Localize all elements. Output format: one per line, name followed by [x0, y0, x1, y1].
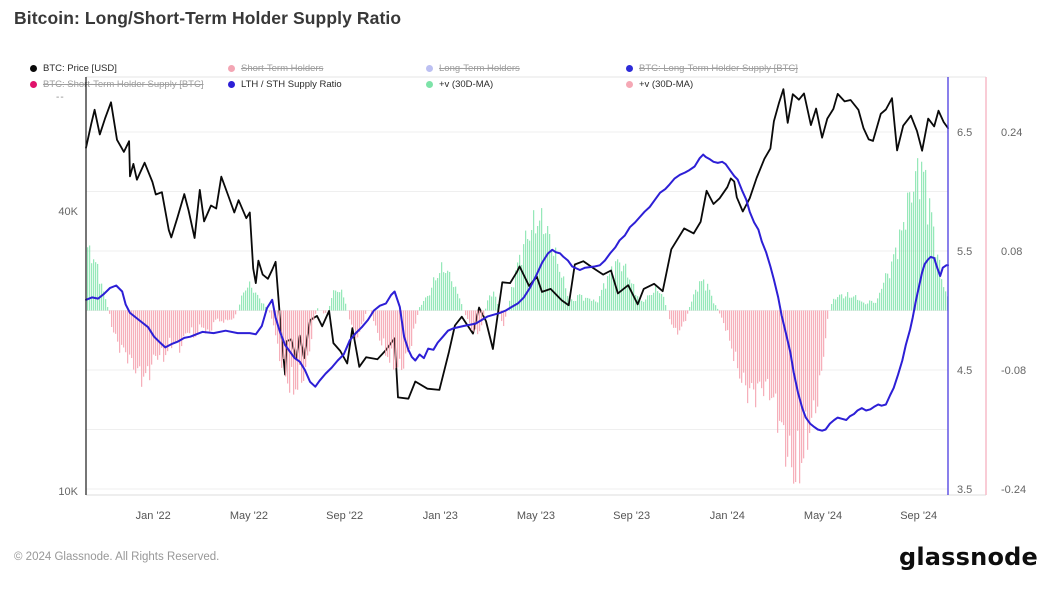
- x-axis-tick: Jan '23: [423, 510, 458, 522]
- ratio-axis-tick: 4.5: [957, 365, 972, 377]
- legend-item-btc-short-term-holder-supply-btc-r1c0[interactable]: BTC: Short-Term Holder Supply [BTC]: [30, 78, 204, 91]
- legend-dot-icon: [228, 65, 235, 72]
- x-axis-tick: Jan '22: [136, 510, 171, 522]
- legend-dot-icon: [30, 81, 37, 88]
- momentum-axis-tick: -0.24: [1001, 484, 1026, 496]
- legend-dot-icon: [228, 81, 235, 88]
- legend-item-v-30d-ma-r1c2[interactable]: +v (30D-MA): [426, 78, 493, 91]
- gridlines: [86, 76, 986, 496]
- x-axis-tick: May '23: [517, 510, 555, 522]
- legend-collapsed-indicator[interactable]: --: [56, 92, 65, 103]
- x-axis-tick: May '22: [230, 510, 268, 522]
- legend-item-btc-price-usd-r0c0[interactable]: BTC: Price [USD]: [30, 62, 117, 75]
- ratio-line: [85, 153, 949, 432]
- glassnode-logo: glassnode: [898, 543, 1038, 571]
- momentum-axis-tick: -0.08: [1001, 365, 1026, 377]
- legend-item-label: +v (30D-MA): [439, 79, 494, 90]
- momentum-axis-tick: 0.24: [1001, 127, 1022, 139]
- legend-item-lth-sth-supply-ratio-r1c1[interactable]: LTH / STH Supply Ratio: [228, 78, 342, 91]
- legend-dot-icon: [426, 81, 433, 88]
- copyright-text: © 2024 Glassnode. All Rights Reserved.: [14, 551, 220, 563]
- legend-item-v-30d-ma-r1c3[interactable]: +v (30D-MA): [626, 78, 693, 91]
- momentum-positive-area: [87, 158, 949, 311]
- legend-dot-icon: [626, 81, 633, 88]
- x-axis-tick: Jan '24: [710, 510, 745, 522]
- legend-dot-icon: [426, 65, 433, 72]
- momentum-axis-tick: 0.08: [1001, 246, 1022, 258]
- legend-dot-icon: [626, 65, 633, 72]
- legend-item-btc-long-term-holder-supply-btc-r0c3[interactable]: BTC: Long-Term Holder Supply [BTC]: [626, 62, 798, 75]
- ratio-axis-tick: 5.5: [957, 246, 972, 258]
- legend-item-label: +v (30D-MA): [639, 79, 694, 90]
- legend-dot-icon: [30, 65, 37, 72]
- legend-item-label: BTC: Short-Term Holder Supply [BTC]: [43, 79, 204, 90]
- legend-item-label: BTC: Long-Term Holder Supply [BTC]: [639, 63, 798, 74]
- x-axis-tick: May '24: [804, 510, 842, 522]
- momentum-negative-area: [109, 310, 829, 484]
- legend-item-short-term-holders-r0c1[interactable]: Short-Term Holders: [228, 62, 323, 75]
- x-axis-tick: Sep '22: [326, 510, 363, 522]
- legend-item-label: Long-Term Holders: [439, 63, 520, 74]
- page-title: Bitcoin: Long/Short-Term Holder Supply R…: [14, 8, 402, 28]
- x-axis-tick: Sep '23: [613, 510, 650, 522]
- legend-item-label: BTC: Price [USD]: [43, 63, 117, 74]
- axis-lines: [85, 77, 987, 495]
- x-axis-tick: Sep '24: [900, 510, 937, 522]
- legend-item-label: Short-Term Holders: [241, 63, 324, 74]
- ratio-axis-tick: 6.5: [957, 127, 972, 139]
- price-line: [85, 88, 949, 400]
- price-axis-tick: 40K: [58, 206, 78, 218]
- legend-item-long-term-holders-r0c2[interactable]: Long-Term Holders: [426, 62, 520, 75]
- legend-item-label: LTH / STH Supply Ratio: [241, 79, 342, 90]
- ratio-axis-tick: 3.5: [957, 484, 972, 496]
- price-axis-tick: 10K: [58, 486, 78, 498]
